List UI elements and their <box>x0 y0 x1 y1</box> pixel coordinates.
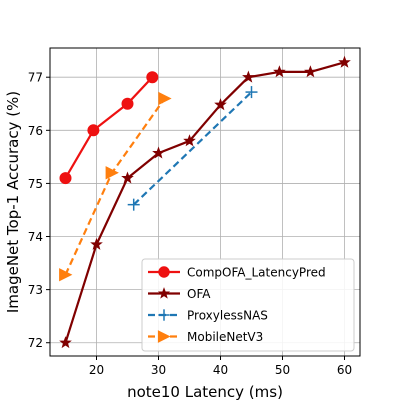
series-compofa-latencypred <box>59 71 159 185</box>
series-line <box>132 91 253 206</box>
data-point <box>59 336 72 349</box>
data-point <box>127 198 140 211</box>
y-tick-label: 75 <box>28 177 43 191</box>
x-tick-label: 60 <box>337 363 352 377</box>
data-point <box>59 268 73 282</box>
series-mobilenetv3 <box>59 91 172 282</box>
series-layer <box>59 55 351 349</box>
x-tick-label: 40 <box>213 363 228 377</box>
legend-label: MobileNetV3 <box>187 330 263 344</box>
data-point <box>59 172 72 185</box>
legend-item: ProxylessNAS <box>148 309 268 323</box>
y-tick-label: 72 <box>28 336 43 350</box>
series-ofa <box>59 55 351 349</box>
legend-label: CompOFA_LatencyPred <box>187 266 326 280</box>
series-line <box>64 61 345 344</box>
x-tick-label: 20 <box>89 363 104 377</box>
legend-item: OFA <box>148 287 211 301</box>
legend-marker <box>157 330 171 343</box>
data-point <box>242 70 255 83</box>
data-point <box>158 91 172 106</box>
y-tick-label: 74 <box>28 230 43 244</box>
x-tick-label: 50 <box>275 363 290 377</box>
x-tick-label: 30 <box>151 363 166 377</box>
x-axis-label: note10 Latency (ms) <box>127 383 283 400</box>
legend-label: ProxylessNAS <box>187 309 268 323</box>
y-tick-label: 77 <box>28 71 43 85</box>
data-point <box>152 146 165 159</box>
data-point <box>273 65 286 78</box>
legend-marker <box>157 287 171 299</box>
data-point <box>121 171 134 184</box>
data-point <box>338 55 351 68</box>
series-line <box>64 76 154 179</box>
data-point <box>146 71 159 84</box>
data-point <box>183 134 196 147</box>
legend: CompOFA_LatencyPred OFA ProxylessNAS Mobile… <box>141 258 355 352</box>
y-tick-label: 76 <box>28 124 43 138</box>
series-line <box>64 97 166 276</box>
plot-frame <box>49 47 361 357</box>
series-proxylessnas <box>127 86 258 211</box>
ticks: 20 30 40 50 60 72 73 74 75 76 77 <box>28 71 352 377</box>
data-point <box>245 86 258 99</box>
legend-marker <box>158 266 170 278</box>
legend-box <box>141 258 355 352</box>
data-point <box>87 124 100 137</box>
legend-label: OFA <box>187 287 211 301</box>
legend-marker <box>158 309 170 321</box>
data-point <box>214 98 227 111</box>
y-axis-label: ImageNet Top-1 Accuracy (%) <box>4 91 22 313</box>
legend-item: MobileNetV3 <box>148 330 263 344</box>
y-tick-label: 73 <box>28 283 43 297</box>
data-point <box>304 65 317 78</box>
data-point <box>121 97 134 110</box>
data-point <box>105 166 119 180</box>
data-point <box>90 237 103 250</box>
legend-item: CompOFA_LatencyPred <box>148 266 326 280</box>
